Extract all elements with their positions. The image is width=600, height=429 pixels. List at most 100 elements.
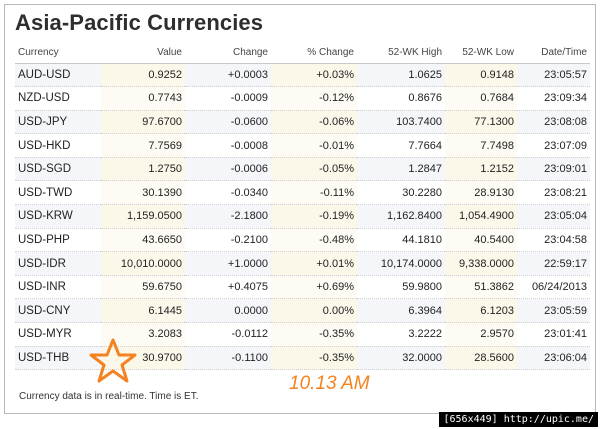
low-cell: 7.7498	[445, 133, 517, 158]
table-row: USD-PHP 43.6650 -0.2100 -0.48% 44.1810 40.540…	[15, 228, 590, 253]
high-cell: 3.2222	[357, 322, 445, 347]
low-cell: 51.3862	[445, 275, 517, 300]
table-row: USD-JPY 97.6700 -0.0600 -0.06% 103.7400 77.13…	[15, 110, 590, 135]
table-row: USD-CNY 6.1445 0.0000 0.00% 6.3964 6.1203 23:0…	[15, 298, 590, 324]
high-cell: 32.0000	[357, 346, 445, 371]
datetime-cell: 23:05:04	[517, 204, 590, 229]
datetime-cell: 23:08:21	[517, 180, 590, 206]
currency-symbol-link[interactable]: USD-JPY	[15, 110, 101, 135]
currency-symbol-link[interactable]: USD-PHP	[15, 228, 101, 253]
value-cell: 10,010.0000	[101, 251, 185, 276]
high-cell: 1.2847	[357, 157, 445, 182]
value-cell: 7.7569	[101, 133, 185, 158]
low-cell: 0.9148	[445, 63, 517, 88]
pct-change-cell: +0.01%	[271, 251, 357, 276]
currency-table: Currency Value Change % Change 52-WK Hig…	[15, 42, 590, 371]
pct-change-cell: -0.11%	[271, 180, 357, 206]
high-cell: 10,174.0000	[357, 251, 445, 276]
change-cell: +0.4075	[185, 275, 271, 300]
low-cell: 1,054.4900	[445, 204, 517, 229]
change-cell: -0.0600	[185, 110, 271, 135]
currency-symbol-link[interactable]: USD-HKD	[15, 133, 101, 158]
change-cell: -0.0340	[185, 180, 271, 206]
table-header-row: Currency Value Change % Change 52-WK Hig…	[15, 42, 590, 64]
table-row: USD-HKD 7.7569 -0.0008 -0.01% 7.7664 7.7498 23…	[15, 133, 590, 158]
table-row: NZD-USD 0.7743 -0.0009 -0.12% 0.8676 0.7684 23…	[15, 86, 590, 111]
datetime-cell: 23:05:57	[517, 63, 590, 88]
star-outline-icon	[89, 338, 137, 383]
table-row: USD-MYR 3.2083 -0.0112 -0.35% 3.2222 2.9570 23…	[15, 322, 590, 347]
low-cell: 28.9130	[445, 180, 517, 206]
low-cell: 40.5400	[445, 228, 517, 253]
change-cell: 0.0000	[185, 298, 271, 324]
high-cell: 1,162.8400	[357, 204, 445, 229]
change-cell: -0.0009	[185, 86, 271, 111]
low-cell: 2.9570	[445, 322, 517, 347]
pct-change-cell: -0.01%	[271, 133, 357, 158]
table-row: USD-KRW 1,159.0500 -2.1800 -0.19% 1,162.8400…	[15, 204, 590, 229]
value-cell: 3.2083	[101, 322, 185, 347]
currency-symbol-link[interactable]: USD-INR	[15, 275, 101, 300]
datetime-cell: 23:09:01	[517, 157, 590, 182]
change-cell: -0.2100	[185, 228, 271, 253]
high-cell: 44.1810	[357, 228, 445, 253]
value-cell: 30.1390	[101, 180, 185, 206]
high-cell: 59.9800	[357, 275, 445, 300]
value-cell: 97.6700	[101, 110, 185, 135]
low-cell: 6.1203	[445, 298, 517, 324]
currency-symbol-link[interactable]: USD-SGD	[15, 157, 101, 182]
change-cell: +1.0000	[185, 251, 271, 276]
datetime-cell: 22:59:17	[517, 251, 590, 276]
column-header-52wk-high: 52-WK High	[357, 42, 445, 64]
change-cell: -2.1800	[185, 204, 271, 229]
image-host-watermark: [656x449] http://upic.me/	[439, 412, 598, 427]
pct-change-cell: -0.19%	[271, 204, 357, 229]
high-cell: 1.0625	[357, 63, 445, 88]
datetime-cell: 23:08:08	[517, 110, 590, 135]
currency-symbol-link[interactable]: NZD-USD	[15, 86, 101, 111]
high-cell: 7.7664	[357, 133, 445, 158]
low-cell: 0.7684	[445, 86, 517, 111]
low-cell: 28.5600	[445, 346, 517, 371]
value-cell: 6.1445	[101, 298, 185, 324]
value-cell: 1,159.0500	[101, 204, 185, 229]
currency-symbol-link[interactable]: USD-KRW	[15, 204, 101, 229]
pct-change-cell: -0.35%	[271, 322, 357, 347]
currency-symbol-link[interactable]: USD-IDR	[15, 251, 101, 276]
low-cell: 77.1300	[445, 110, 517, 135]
column-header-change: Change	[185, 42, 271, 64]
datetime-cell: 23:07:09	[517, 133, 590, 158]
table-row: USD-IDR 10,010.0000 +1.0000 +0.01% 10,174.00…	[15, 251, 590, 276]
pct-change-cell: +0.69%	[271, 275, 357, 300]
table-row: USD-INR 59.6750 +0.4075 +0.69% 59.9800 51.386…	[15, 275, 590, 300]
change-cell: +0.0003	[185, 63, 271, 88]
high-cell: 0.8676	[357, 86, 445, 111]
value-cell: 1.2750	[101, 157, 185, 182]
page-title: Asia-Pacific Currencies	[15, 10, 264, 35]
datetime-cell: 23:06:04	[517, 346, 590, 371]
column-header-currency: Currency	[15, 42, 101, 64]
pct-change-cell: -0.12%	[271, 86, 357, 111]
column-header-pct-change: % Change	[271, 42, 357, 64]
currency-symbol-link[interactable]: AUD-USD	[15, 63, 101, 88]
low-cell: 9,338.0000	[445, 251, 517, 276]
column-header-value: Value	[101, 42, 185, 64]
currency-symbol-link[interactable]: USD-TWD	[15, 180, 101, 206]
high-cell: 30.2280	[357, 180, 445, 206]
change-cell: -0.0008	[185, 133, 271, 158]
currency-symbol-link[interactable]: USD-THB	[15, 346, 101, 371]
low-cell: 1.2152	[445, 157, 517, 182]
handwritten-time-annotation: 10.13 AM	[289, 373, 370, 394]
table-row: AUD-USD 0.9252 +0.0003 +0.03% 1.0625 0.9148 23…	[15, 63, 590, 88]
datetime-cell: 06/24/2013	[517, 275, 590, 300]
high-cell: 103.7400	[357, 110, 445, 135]
currency-symbol-link[interactable]: USD-CNY	[15, 298, 101, 324]
change-cell: -0.0006	[185, 157, 271, 182]
datetime-cell: 23:05:59	[517, 298, 590, 324]
value-cell: 59.6750	[101, 275, 185, 300]
value-cell: 43.6650	[101, 228, 185, 253]
datetime-cell: 23:04:58	[517, 228, 590, 253]
pct-change-cell: -0.06%	[271, 110, 357, 135]
currency-symbol-link[interactable]: USD-MYR	[15, 322, 101, 347]
column-header-52wk-low: 52-WK Low	[445, 42, 517, 64]
